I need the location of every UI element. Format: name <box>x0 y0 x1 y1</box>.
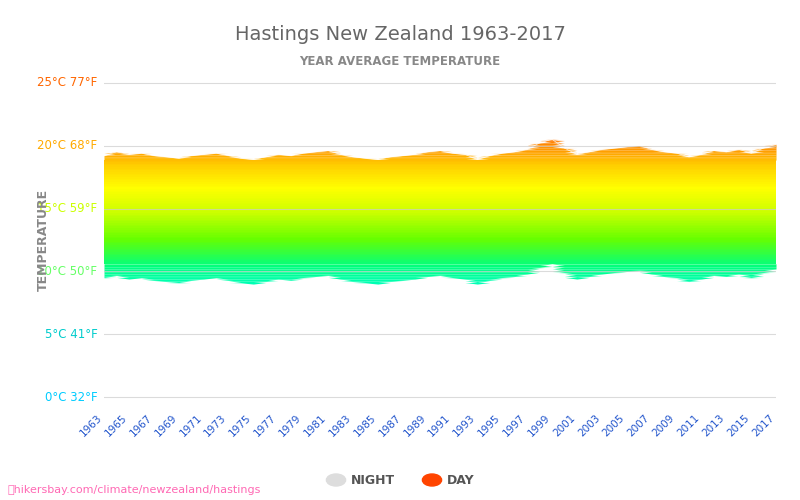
Text: 25°C 77°F: 25°C 77°F <box>37 76 98 89</box>
Text: 20°C 68°F: 20°C 68°F <box>37 139 98 152</box>
Text: 📍hikersbay.com/climate/newzealand/hastings: 📍hikersbay.com/climate/newzealand/hastin… <box>8 485 262 495</box>
Text: YEAR AVERAGE TEMPERATURE: YEAR AVERAGE TEMPERATURE <box>299 55 501 68</box>
Text: TEMPERATURE: TEMPERATURE <box>37 189 50 291</box>
Text: NIGHT: NIGHT <box>350 474 394 486</box>
Text: 10°C 50°F: 10°C 50°F <box>38 265 98 278</box>
Text: 15°C 59°F: 15°C 59°F <box>37 202 98 215</box>
Text: Hastings New Zealand 1963-2017: Hastings New Zealand 1963-2017 <box>234 25 566 44</box>
Text: DAY: DAY <box>446 474 474 486</box>
Text: 5°C 41°F: 5°C 41°F <box>45 328 98 341</box>
Text: 0°C 32°F: 0°C 32°F <box>45 391 98 404</box>
